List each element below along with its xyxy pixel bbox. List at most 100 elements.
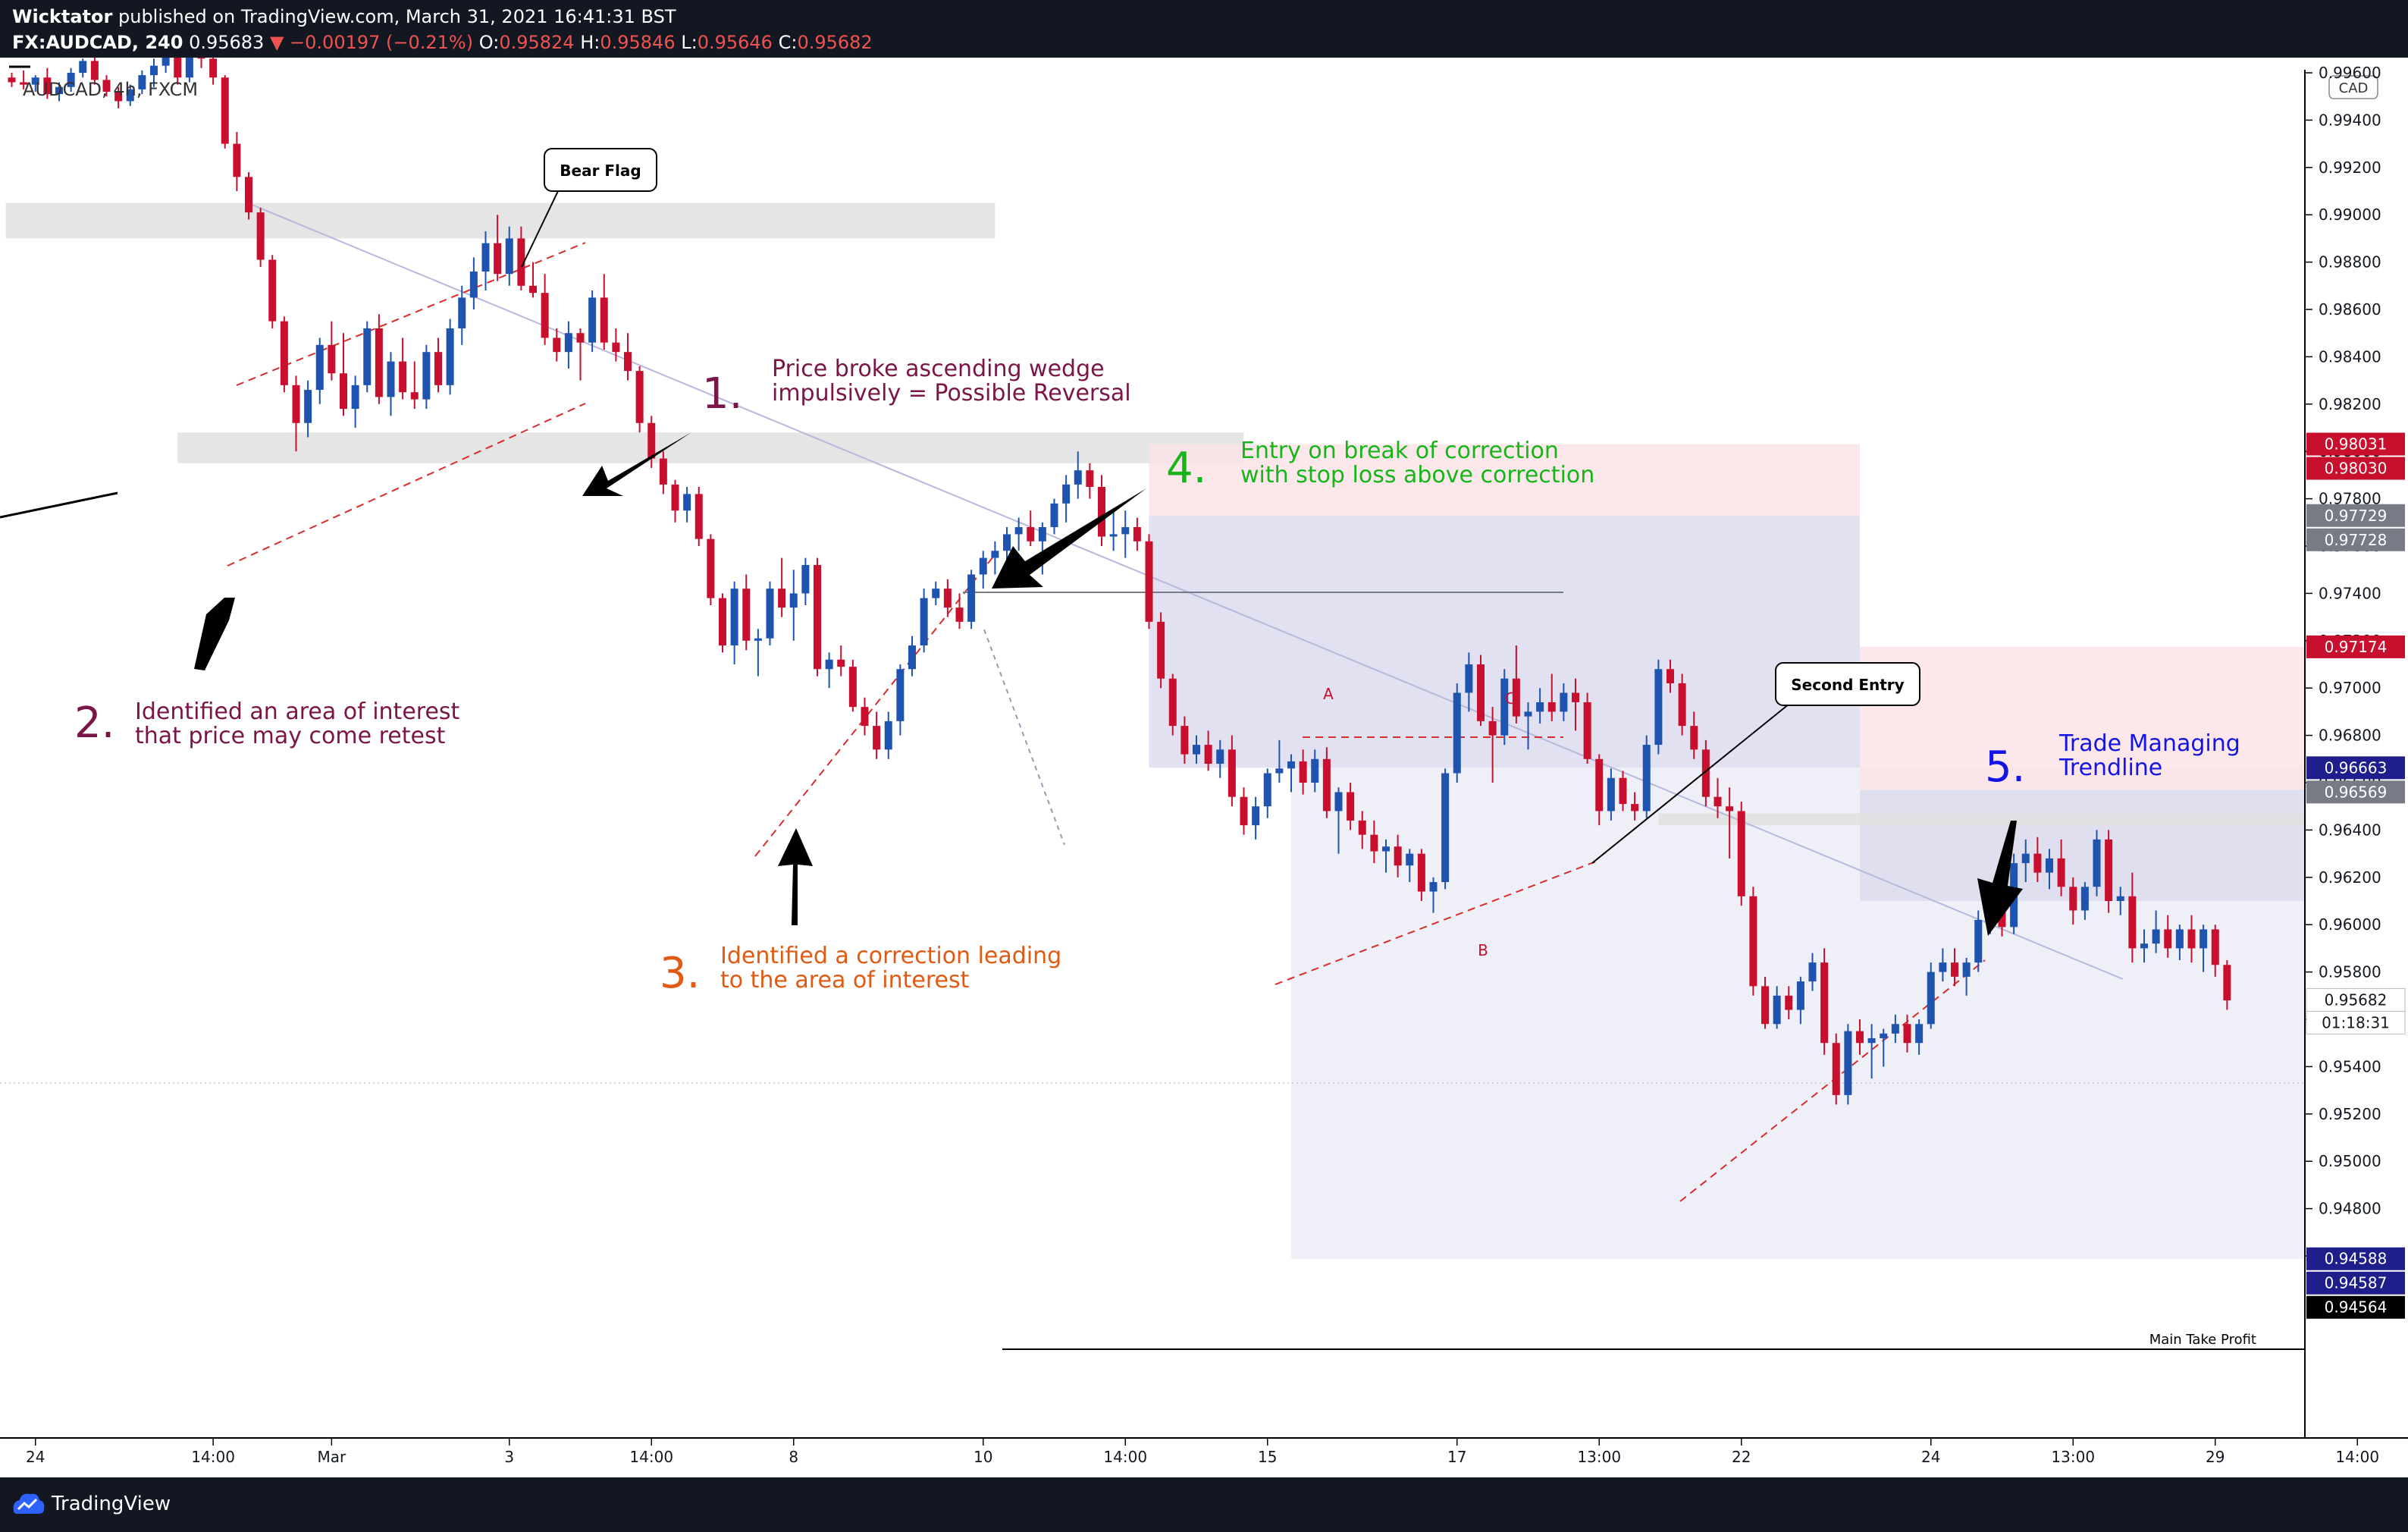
- chart-legend-title[interactable]: AUDCAD, 4h, FXCM: [23, 79, 198, 100]
- candle-body: [43, 77, 52, 95]
- candle-body: [1962, 962, 1971, 977]
- time-tick-label: 14:00: [2335, 1448, 2379, 1466]
- candle-body: [399, 361, 407, 393]
- price-label-bg: [2306, 1247, 2405, 1270]
- candle-body: [292, 385, 300, 423]
- symbol-label: FX:AUDCAD, 240: [12, 32, 183, 53]
- publish-header-bar: Wicktator published on TradingView.com, …: [0, 0, 2408, 58]
- zones-layer: [5, 202, 2408, 1259]
- candle-body: [1322, 758, 1331, 812]
- stop-zone-2: [1860, 646, 2322, 790]
- candle-body: [814, 564, 821, 670]
- time-tick-label: 22: [1732, 1448, 1751, 1466]
- candle-body: [481, 243, 490, 272]
- price-tick-label: 0.99000: [2319, 206, 2381, 224]
- candle-body: [1796, 981, 1804, 1010]
- candle-body: [1145, 541, 1153, 622]
- candle-body: [2223, 965, 2231, 1001]
- candle-body: [1927, 972, 1935, 1025]
- candle-body: [1642, 745, 1651, 812]
- countdown-bg: [2306, 1010, 2406, 1034]
- footer-brand[interactable]: TradingView: [52, 1493, 171, 1515]
- candle-body: [1334, 792, 1343, 812]
- time-tick-label: 13:00: [1577, 1448, 1621, 1466]
- candle-body: [1358, 820, 1366, 835]
- candle-body: [1193, 745, 1200, 755]
- step-2-number: 2.: [74, 699, 114, 748]
- candle-body: [1228, 749, 1236, 797]
- candle-body: [1453, 692, 1461, 774]
- candle-body: [671, 484, 679, 511]
- second-entry-callout-line: [1591, 703, 1790, 864]
- candle-body: [2033, 853, 2042, 873]
- price-tick-label: 0.96000: [2319, 915, 2381, 934]
- candle-body: [1275, 768, 1284, 774]
- candle-body: [434, 352, 442, 385]
- correction-line-2[interactable]: [1275, 859, 1601, 985]
- candle-body: [245, 177, 252, 213]
- candle-body: [1406, 853, 1414, 866]
- candle-body: [896, 669, 905, 721]
- step-2-line-2: that price may come retest: [135, 723, 446, 749]
- candle-body: [1216, 749, 1224, 764]
- price-chart[interactable]: Bear Flag Second Entry 1. Price broke as…: [0, 58, 2408, 1477]
- price-label-bg: [2306, 457, 2405, 480]
- price-label-bg: [2306, 635, 2405, 658]
- candle-body: [209, 58, 218, 78]
- author-name[interactable]: Wicktator: [12, 6, 113, 27]
- price-tick-label: 0.99200: [2319, 159, 2381, 177]
- flag-line-upper[interactable]: [236, 242, 586, 386]
- candle-body: [304, 390, 312, 423]
- candle-body: [576, 333, 585, 343]
- candle-body: [979, 557, 987, 575]
- annotations-layer: Bear Flag Second Entry 1. Price broke as…: [74, 148, 2256, 1348]
- candle-body: [1429, 882, 1438, 892]
- candle-body: [730, 589, 738, 646]
- candle-body: [612, 342, 620, 353]
- time-tick-label: 24: [26, 1448, 45, 1466]
- candle-body: [340, 373, 347, 410]
- candle-body: [1903, 1024, 1911, 1044]
- candle-body: [1157, 621, 1165, 679]
- high-label: H:: [580, 32, 600, 53]
- candle-body: [1299, 761, 1307, 783]
- candle-body: [884, 720, 892, 750]
- candle-body: [31, 77, 39, 85]
- price-change: ▼ −0.00197 (−0.21%): [269, 32, 474, 53]
- candle-body: [1417, 853, 1425, 892]
- candle-body: [1050, 503, 1058, 528]
- axes-layer: CAD 0.99600 0.99400 0.99200 0.99000 0.98800 0…: [0, 58, 2408, 1477]
- candle-body: [624, 352, 632, 372]
- bear-flag-callout-line: [521, 190, 559, 268]
- bear-flag-callout-box[interactable]: [544, 148, 657, 192]
- candle-body: [67, 73, 75, 87]
- close-value: 0.95682: [797, 32, 873, 53]
- ohlc-header: FX:AUDCAD, 240 0.95683 ▼ −0.00197 (−0.21…: [12, 32, 873, 53]
- candle-body: [1560, 692, 1568, 712]
- price-label-bg: [2306, 528, 2405, 551]
- second-entry-callout-box[interactable]: [1775, 662, 1920, 706]
- candle-body: [1382, 846, 1390, 852]
- close-label: C:: [778, 32, 798, 53]
- arrow-3-icon: [778, 828, 813, 925]
- flag-line-lower[interactable]: [227, 403, 586, 567]
- candle-body: [494, 243, 502, 275]
- candle-body: [647, 422, 656, 459]
- price-tick-label: 0.98600: [2319, 300, 2381, 319]
- candle-body: [1915, 1024, 1924, 1044]
- publish-date: published on TradingView.com, March 31, …: [118, 6, 676, 27]
- time-tick-label: 8: [789, 1448, 798, 1466]
- candle-body: [529, 285, 537, 294]
- candle-body: [174, 58, 182, 78]
- candle-body: [932, 589, 940, 598]
- arrow-2-icon: [194, 598, 235, 670]
- step-5-line-2: Trendline: [2058, 755, 2162, 781]
- step-4-number: 4.: [1166, 444, 1206, 493]
- candle-body: [256, 212, 265, 260]
- candle-body: [422, 352, 431, 400]
- publish-info: Wicktator published on TradingView.com, …: [12, 6, 676, 27]
- price-tick-label: 0.99600: [2319, 64, 2381, 82]
- candle-body: [1263, 773, 1271, 807]
- candle-body: [659, 458, 667, 485]
- price-label-bg: [2306, 1295, 2405, 1319]
